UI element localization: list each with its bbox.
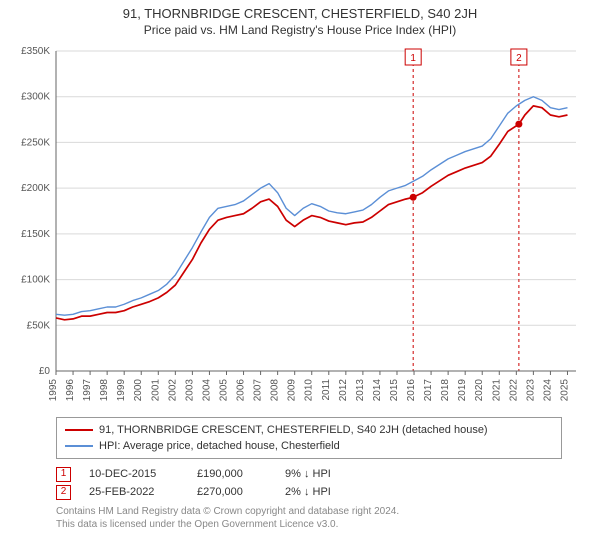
sale-marker-date: 10-DEC-2015 <box>89 465 179 483</box>
footnote-line: Contains HM Land Registry data © Crown c… <box>56 505 562 518</box>
legend-box: 91, THORNBRIDGE CRESCENT, CHESTERFIELD, … <box>56 417 562 459</box>
svg-text:£350K: £350K <box>21 46 50 57</box>
svg-text:2014: 2014 <box>372 379 383 402</box>
legend-row: HPI: Average price, detached house, Ches… <box>65 438 553 454</box>
svg-text:1997: 1997 <box>82 379 93 402</box>
svg-text:2025: 2025 <box>559 379 570 402</box>
chart-container: 91, THORNBRIDGE CRESCENT, CHESTERFIELD, … <box>0 0 600 560</box>
svg-text:2002: 2002 <box>167 379 178 402</box>
svg-text:2008: 2008 <box>270 379 281 402</box>
svg-text:£150K: £150K <box>21 229 50 240</box>
svg-text:2006: 2006 <box>236 379 247 402</box>
svg-text:2020: 2020 <box>474 379 485 402</box>
sale-marker-row: 2 25-FEB-2022 £270,000 2% ↓ HPI <box>56 483 562 501</box>
svg-text:2005: 2005 <box>218 379 229 402</box>
svg-text:£250K: £250K <box>21 137 50 148</box>
footnote-line: This data is licensed under the Open Gov… <box>56 518 562 531</box>
svg-text:2004: 2004 <box>201 379 212 402</box>
svg-text:2003: 2003 <box>184 379 195 402</box>
svg-text:1996: 1996 <box>65 379 76 402</box>
sale-marker-date: 25-FEB-2022 <box>89 483 179 501</box>
footnote: Contains HM Land Registry data © Crown c… <box>56 505 562 531</box>
svg-text:1998: 1998 <box>99 379 110 402</box>
sale-marker-table: 1 10-DEC-2015 £190,000 9% ↓ HPI 2 25-FEB… <box>56 465 562 501</box>
line-chart-svg: £0 £50K £100K £150K £200K £250K £300K £350K 1 2 19… <box>8 41 592 411</box>
svg-text:2010: 2010 <box>304 379 315 402</box>
svg-text:£300K: £300K <box>21 92 50 103</box>
chart-subtitle: Price paid vs. HM Land Registry's House … <box>8 23 592 37</box>
svg-text:£50K: £50K <box>27 320 51 331</box>
svg-text:2007: 2007 <box>253 379 264 402</box>
legend-swatch <box>65 429 93 431</box>
svg-text:2009: 2009 <box>287 379 298 402</box>
svg-text:£200K: £200K <box>21 183 50 194</box>
sale-marker-price: £270,000 <box>197 483 267 501</box>
svg-text:2015: 2015 <box>389 379 400 402</box>
legend-label: HPI: Average price, detached house, Ches… <box>99 438 340 454</box>
svg-text:2000: 2000 <box>133 379 144 402</box>
svg-text:2001: 2001 <box>150 379 161 402</box>
svg-text:£100K: £100K <box>21 275 50 286</box>
chart-area: £0 £50K £100K £150K £200K £250K £300K £350K 1 2 19… <box>8 41 592 411</box>
sale-marker-pct: 9% ↓ HPI <box>285 465 365 483</box>
svg-text:1999: 1999 <box>116 379 127 402</box>
svg-text:2024: 2024 <box>542 379 553 402</box>
sale-marker-badge: 2 <box>56 485 71 500</box>
svg-text:2017: 2017 <box>423 379 434 402</box>
sale-marker-price: £190,000 <box>197 465 267 483</box>
svg-text:2023: 2023 <box>525 379 536 402</box>
sale-marker-row: 1 10-DEC-2015 £190,000 9% ↓ HPI <box>56 465 562 483</box>
legend-label: 91, THORNBRIDGE CRESCENT, CHESTERFIELD, … <box>99 422 488 438</box>
svg-text:2: 2 <box>516 53 522 64</box>
svg-text:1995: 1995 <box>48 379 59 402</box>
legend-swatch <box>65 445 93 447</box>
sale-marker-badge: 1 <box>56 467 71 482</box>
svg-text:2021: 2021 <box>491 379 502 402</box>
svg-text:£0: £0 <box>39 366 51 377</box>
svg-text:2012: 2012 <box>338 379 349 402</box>
svg-text:2019: 2019 <box>457 379 468 402</box>
svg-text:2022: 2022 <box>508 379 519 402</box>
sale-marker-pct: 2% ↓ HPI <box>285 483 365 501</box>
svg-text:2016: 2016 <box>406 379 417 402</box>
svg-text:2011: 2011 <box>321 379 332 401</box>
legend-row: 91, THORNBRIDGE CRESCENT, CHESTERFIELD, … <box>65 422 553 438</box>
svg-text:1: 1 <box>410 53 416 64</box>
svg-text:2018: 2018 <box>440 379 451 402</box>
svg-text:2013: 2013 <box>355 379 366 402</box>
chart-title: 91, THORNBRIDGE CRESCENT, CHESTERFIELD, … <box>8 6 592 21</box>
